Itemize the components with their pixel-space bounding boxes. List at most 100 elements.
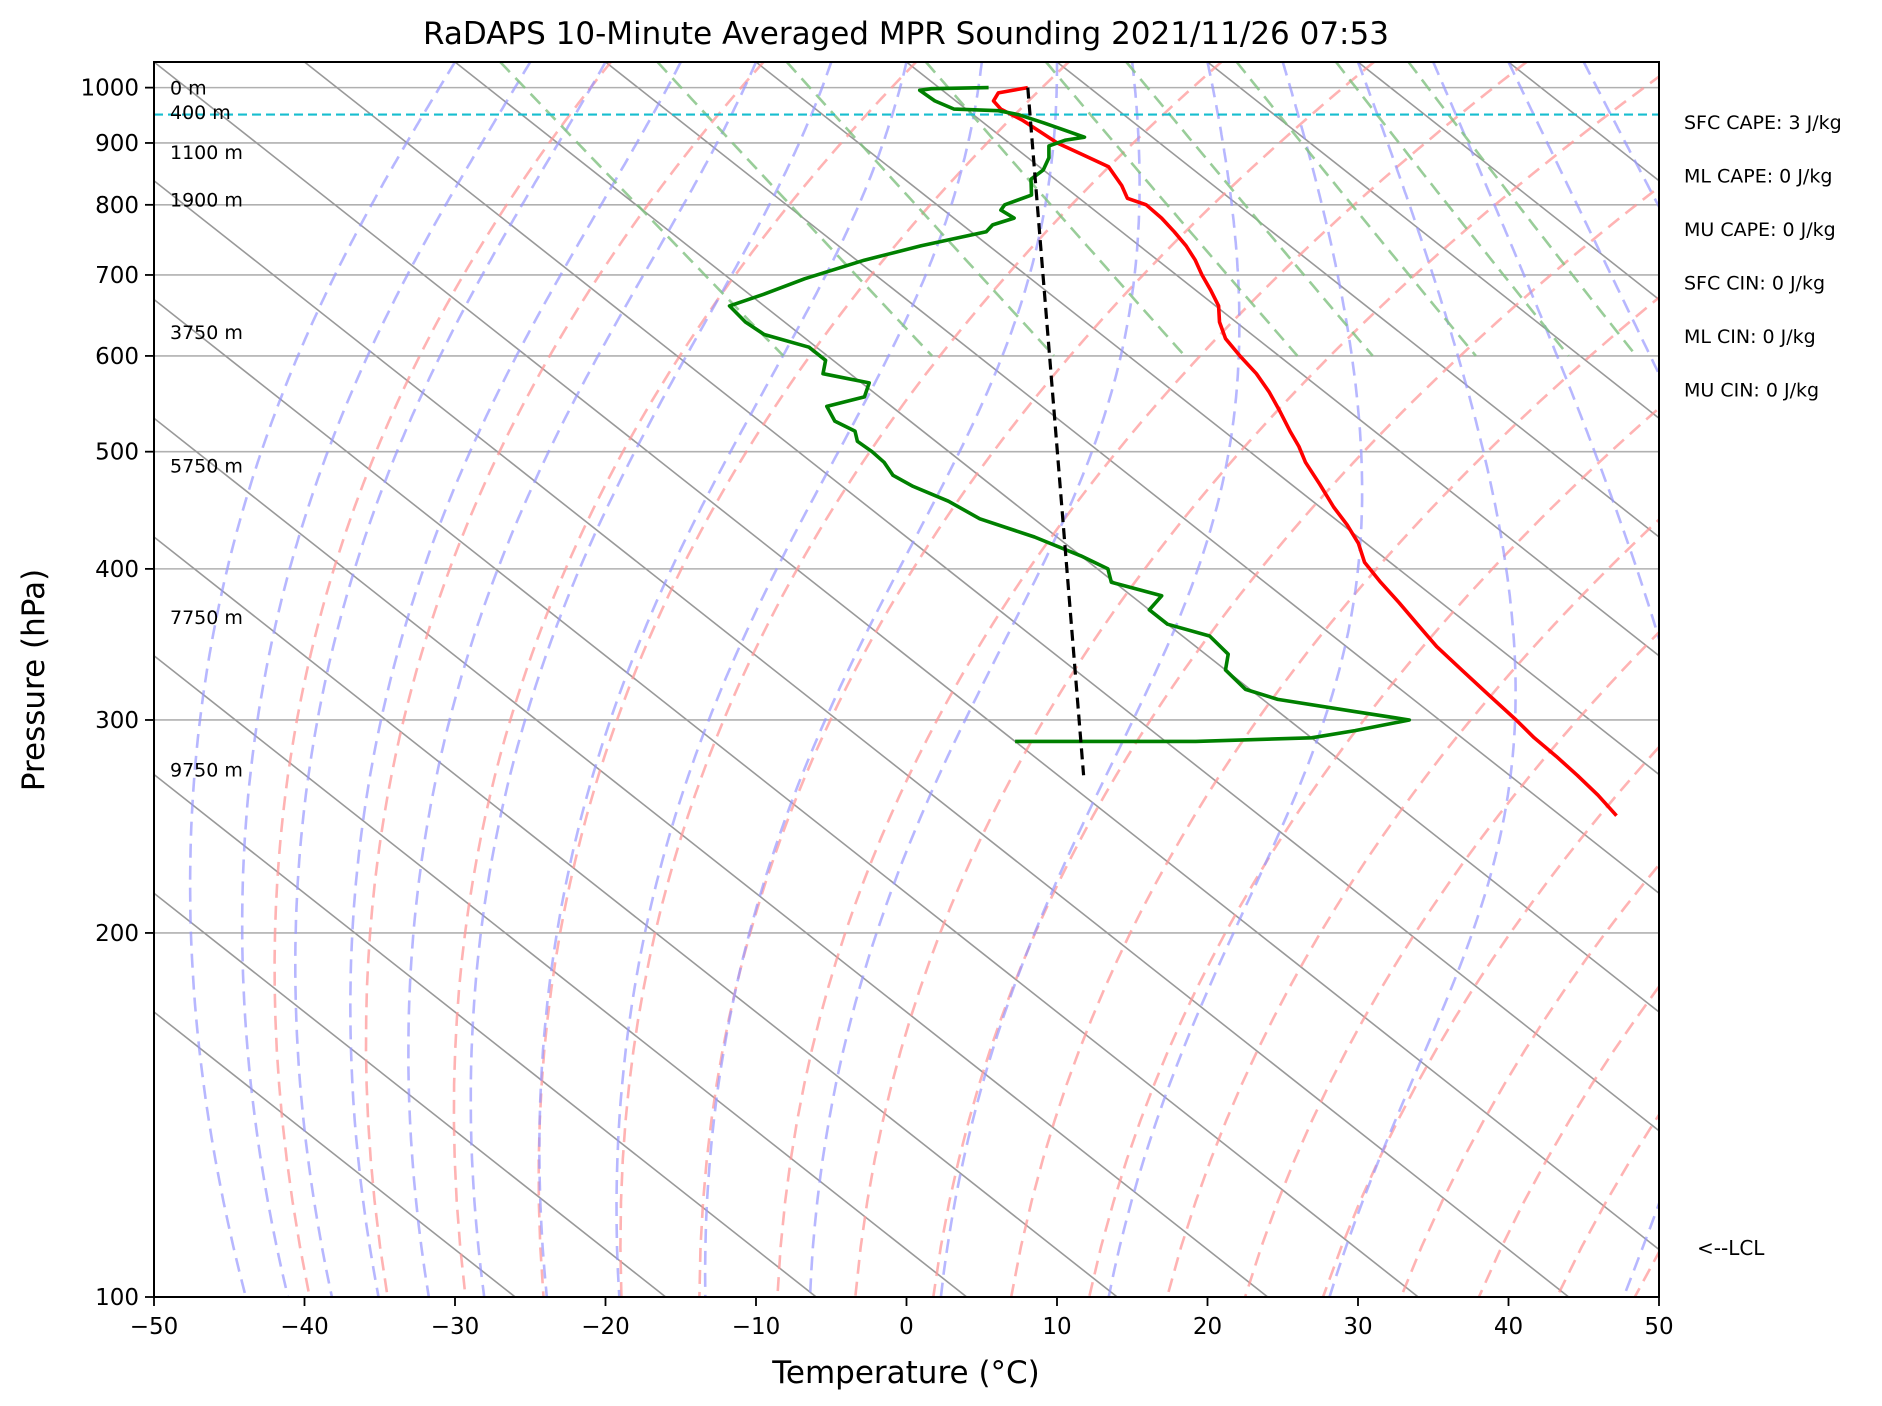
moist-adiabat [1507, 62, 1659, 378]
isotherm-line [154, 417, 1269, 1297]
mixing-ratio-line [1045, 62, 1299, 357]
x-axis-ticks: −50 −40 −30 −20 −10 0 10 20 30 40 50 [130, 1297, 1674, 1340]
y-tick-label: 100 [95, 1285, 139, 1311]
x-tick-label: 0 [899, 1314, 914, 1340]
x-tick-label: 50 [1644, 1314, 1673, 1340]
x-tick-label: −10 [732, 1314, 781, 1340]
chart-title: RaDAPS 10-Minute Averaged MPR Sounding 2… [423, 16, 1389, 52]
dry-adiabat [932, 185, 1659, 1297]
mixing-ratio-line [499, 62, 785, 357]
dry-adiabat [1165, 517, 1659, 1297]
mixing-ratio-line [924, 62, 1186, 357]
y-tick-label: 700 [95, 263, 139, 289]
dry-adiabat [1009, 295, 1659, 1297]
y-tick-label: 400 [95, 557, 139, 583]
y-tick-label: 500 [95, 440, 139, 466]
parcel-profile-line [1026, 87, 1086, 776]
temperature-profile-line [991, 85, 1618, 817]
y-tick-label: 900 [95, 131, 139, 157]
y-tick-label: 200 [95, 921, 139, 947]
moist-adiabat [538, 62, 908, 1297]
stability-index-text: SFC CIN: 0 J/kg [1684, 273, 1825, 295]
moist-adiabat [1328, 62, 1517, 1297]
stability-index-text: ML CIN: 0 J/kg [1684, 326, 1816, 348]
x-tick-label: −20 [581, 1314, 630, 1340]
height-label: 1100 m [170, 142, 243, 164]
mixing-ratio-line [1235, 62, 1477, 357]
dry-adiabat [273, 62, 612, 1297]
dry-adiabat [537, 62, 1070, 1297]
y-axis-ticks: 1000 900 800 700 600 500 400 300 200 100 [80, 76, 154, 1311]
isotherm-line [605, 62, 1659, 895]
stability-index-text: SFC CAPE: 3 J/kg [1684, 112, 1842, 134]
height-label: 5750 m [170, 456, 243, 478]
moist-adiabat [407, 62, 758, 1297]
sounding-lines [727, 85, 1618, 817]
isotherm-line [154, 179, 1570, 1297]
moist-adiabat [240, 62, 532, 1297]
mixing-ratio-line [1125, 62, 1374, 357]
stability-indices: SFC CAPE: 3 J/kg ML CAPE: 0 J/kg MU CAPE: … [1684, 112, 1842, 402]
mixing-ratio-line [785, 62, 1055, 357]
moist-adiabat [348, 62, 682, 1297]
isotherm-line [1357, 62, 1659, 301]
isotherm-line [154, 1010, 516, 1297]
moist-adiabat [939, 62, 1241, 1297]
x-axis-label: Temperature (°C) [771, 1355, 1040, 1391]
x-tick-label: −40 [280, 1314, 329, 1340]
x-tick-label: 40 [1494, 1314, 1523, 1340]
y-tick-label: 800 [95, 193, 139, 219]
isotherm-line [304, 62, 1659, 1132]
isotherm-line [154, 654, 968, 1297]
isotherm-line [154, 298, 1419, 1297]
dry-adiabat [1321, 745, 1659, 1297]
grid-layer [154, 62, 1659, 1297]
y-tick-label: 1000 [80, 76, 139, 102]
isotherm-line [1207, 62, 1659, 420]
mixing-ratio-line [1334, 62, 1570, 357]
stability-index-text: MU CIN: 0 J/kg [1684, 380, 1819, 402]
x-tick-label: −30 [431, 1314, 480, 1340]
moist-adiabat [188, 62, 457, 1297]
y-tick-label: 300 [95, 708, 139, 734]
isotherm-line [1056, 62, 1659, 539]
dry-adiabat [452, 62, 918, 1297]
isotherm-line [906, 62, 1659, 657]
background-lines [188, 62, 1659, 1297]
height-label: 0 m [170, 78, 207, 100]
dry-adiabat [854, 75, 1659, 1297]
isotherm-line [154, 535, 1118, 1297]
moist-adiabat [615, 62, 984, 1297]
dry-adiabat [776, 62, 1528, 1297]
y-axis-label: Pressure (hPa) [16, 569, 52, 791]
isotherm-line [755, 62, 1659, 776]
isotherm-line [154, 62, 1659, 1251]
dry-adiabat [1243, 630, 1659, 1297]
moist-adiabat [808, 62, 1141, 1297]
x-tick-label: −50 [130, 1314, 179, 1340]
stability-index-text: ML CAPE: 0 J/kg [1684, 166, 1832, 188]
height-label: 3750 m [170, 322, 243, 344]
height-label: 400 m [170, 102, 231, 124]
dry-adiabat [364, 62, 765, 1297]
mixing-ratio-line [656, 62, 934, 357]
x-tick-label: 20 [1193, 1314, 1222, 1340]
isotherm-line [154, 773, 817, 1297]
height-label: 1900 m [170, 190, 243, 212]
moist-adiabat [294, 62, 607, 1297]
lcl-label: <--LCL [1697, 1236, 1765, 1260]
y-tick-label: 600 [95, 344, 139, 370]
moist-adiabat [469, 62, 833, 1297]
height-label: 9750 m [170, 760, 243, 782]
stability-index-text: MU CAPE: 0 J/kg [1684, 219, 1836, 241]
moist-adiabat [1582, 62, 1659, 210]
x-tick-label: 30 [1343, 1314, 1372, 1340]
moist-adiabat [1432, 62, 1659, 1297]
mixing-ratio-line [1407, 62, 1638, 357]
plot-area [154, 62, 1659, 1297]
isotherm-line [154, 892, 667, 1297]
height-label: 7750 m [170, 607, 243, 629]
